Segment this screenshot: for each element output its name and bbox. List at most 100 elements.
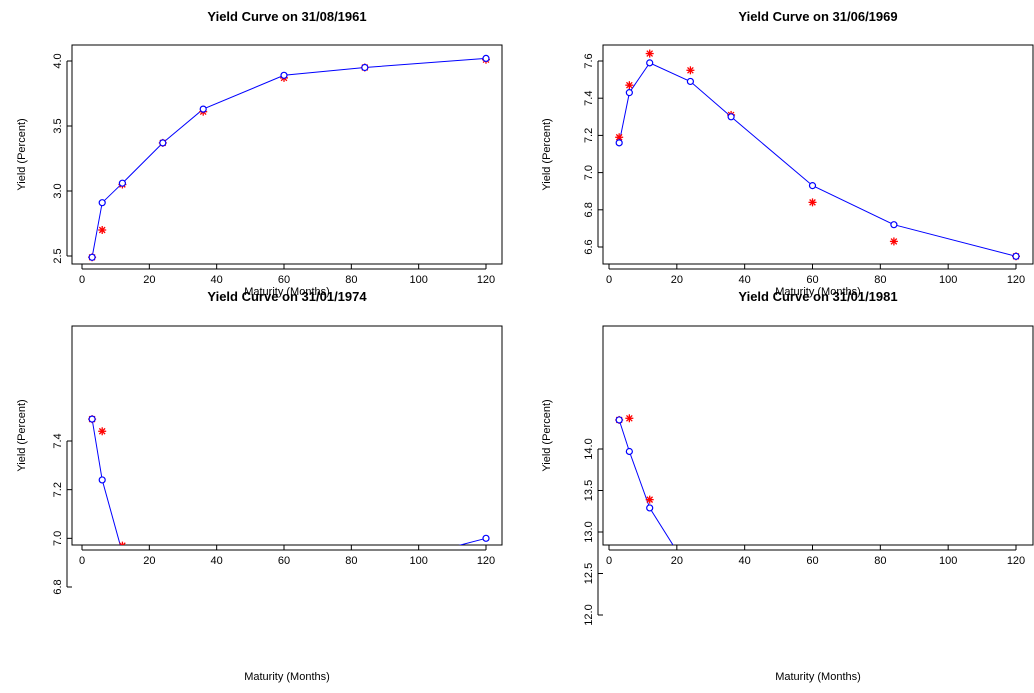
fitted-curve-line: [618, 419, 674, 545]
y-tick-label: 7.0: [583, 165, 595, 180]
fitted-yield-point: [200, 611, 206, 617]
y-tick-label: 13.0: [583, 521, 595, 542]
fitted-yield-point: [646, 504, 654, 512]
observed-yield-point: [280, 602, 288, 610]
observed-yield-point: [159, 602, 167, 610]
x-tick-label: 80: [874, 274, 886, 286]
chart-panel-1: Yield Curve on 31/08/1961 0 20 40 60 80 100 120…: [16, 9, 503, 298]
observed-yield-point: [361, 583, 369, 591]
observed-yield-point: [686, 557, 694, 565]
y-axis-label: Yield (Percent): [16, 118, 28, 190]
y-tick-label: 7.0: [52, 531, 64, 546]
chart-title: Yield Curve on 31/01/1981: [738, 289, 897, 304]
fitted-yield-point: [810, 605, 816, 611]
fitted-yield-point: [160, 603, 166, 609]
y-tick-label: 3.5: [52, 118, 64, 133]
y-axis-label: Yield (Percent): [541, 118, 553, 190]
fitted-curve-line: [618, 62, 1017, 257]
x-tick-label: 0: [606, 555, 612, 567]
x-axis-label: Maturity (Months): [775, 671, 861, 683]
observed-yield-point: [645, 49, 654, 58]
x-tick-label: 20: [143, 274, 155, 286]
fitted-yield-point: [482, 54, 490, 63]
x-tick-label: 40: [211, 274, 223, 286]
observed-yield-point: [118, 541, 127, 545]
fitted-yield-point: [119, 550, 125, 556]
y-tick-label: 7.4: [52, 433, 64, 448]
chart-title: Yield Curve on 31/08/1961: [207, 9, 366, 24]
observed-yield-point: [889, 237, 898, 246]
y-tick-label: 2.5: [52, 248, 64, 263]
y-tick-label: 6.6: [583, 239, 595, 254]
y-tick-label: 12.5: [583, 563, 595, 584]
observed-yield-point: [98, 427, 107, 436]
chart-panel-2: Yield Curve on 31/06/1969 0 20 40 60 80 100 120…: [541, 9, 1034, 298]
y-axis: 6.6 6.8 7.0 7.2 7.4 7.6: [583, 53, 603, 255]
fitted-yield-point: [118, 179, 127, 187]
fitted-yield-point: [281, 589, 287, 595]
plot-area: [615, 49, 1020, 261]
fitted-yield-point: [727, 113, 735, 121]
x-tick-label: 100: [409, 274, 427, 286]
y-tick-label: 4.0: [52, 53, 64, 68]
fitted-yield-point: [1012, 252, 1020, 260]
plot-area: [88, 54, 490, 262]
observed-yield-point: [98, 226, 107, 234]
y-tick-label: 14.0: [583, 438, 595, 459]
plot-frame: [602, 44, 1034, 265]
fitted-yield-point: [98, 476, 106, 484]
x-tick-label: 80: [874, 555, 886, 567]
x-tick-label: 20: [671, 555, 683, 567]
y-axis: 12.0 12.5 13.0 13.5 14.0: [583, 438, 603, 626]
x-tick-label: 40: [739, 555, 751, 567]
fitted-yield-point: [199, 105, 207, 113]
plot-area: [88, 415, 490, 620]
x-tick-label: 20: [671, 274, 683, 286]
fitted-yield-point: [728, 588, 734, 594]
fitted-curve-line: [91, 57, 487, 258]
observed-yield-point: [727, 577, 735, 585]
y-tick-label: 7.2: [583, 128, 595, 143]
fitted-yield-point: [808, 182, 817, 190]
chart-title: Yield Curve on 31/01/1974: [207, 289, 367, 304]
observed-yield-point: [199, 612, 207, 620]
fitted-yield-point: [615, 139, 623, 147]
x-axis: 0 20 40 60 80 100 120: [79, 264, 495, 286]
fitted-yield-point: [1013, 616, 1019, 622]
x-tick-label: 100: [939, 274, 957, 286]
x-tick-label: 120: [1007, 274, 1025, 286]
fitted-yield-point: [98, 199, 106, 207]
fitted-yield-point: [625, 447, 633, 456]
y-tick-label: 7.2: [52, 482, 64, 497]
fitted-yield-point: [646, 59, 654, 67]
x-axis: 0 20 40 60 80 100 120: [606, 264, 1025, 286]
x-axis-label: Maturity (Months): [244, 286, 330, 298]
x-tick-label: 120: [477, 555, 495, 567]
y-tick-label: 6.8: [52, 579, 64, 594]
observed-yield-point: [625, 414, 634, 423]
x-tick-label: 60: [278, 274, 290, 286]
chart-title: Yield Curve on 31/06/1969: [738, 9, 897, 24]
x-axis: 0 20 40 60 80 100 120: [79, 545, 495, 567]
x-axis: 0 20 40 60 80 100 120: [606, 545, 1025, 567]
y-axis-label: Yield (Percent): [16, 399, 28, 471]
fitted-yield-point: [361, 63, 369, 72]
chart-panel-4: Yield Curve on 31/01/1981 0 20 40 60 80 100 120…: [541, 289, 1034, 683]
x-tick-label: 100: [409, 555, 427, 567]
observed-yield-point: [1012, 607, 1020, 615]
observed-yield-point: [645, 495, 654, 504]
y-axis: 6.8 7.0 7.2 7.4: [52, 433, 72, 595]
x-tick-label: 60: [806, 274, 818, 286]
x-tick-label: 120: [1007, 555, 1025, 567]
observed-yield-point: [809, 594, 817, 602]
fitted-yield-point: [159, 139, 167, 147]
observed-yield-point: [625, 81, 634, 90]
y-tick-label: 6.8: [583, 202, 595, 217]
plot-frame: [602, 325, 1034, 546]
x-tick-label: 0: [79, 274, 85, 286]
plot-frame: [71, 325, 503, 546]
x-tick-label: 40: [211, 555, 223, 567]
fitted-yield-point: [362, 567, 368, 573]
plot-area: [615, 414, 1020, 622]
